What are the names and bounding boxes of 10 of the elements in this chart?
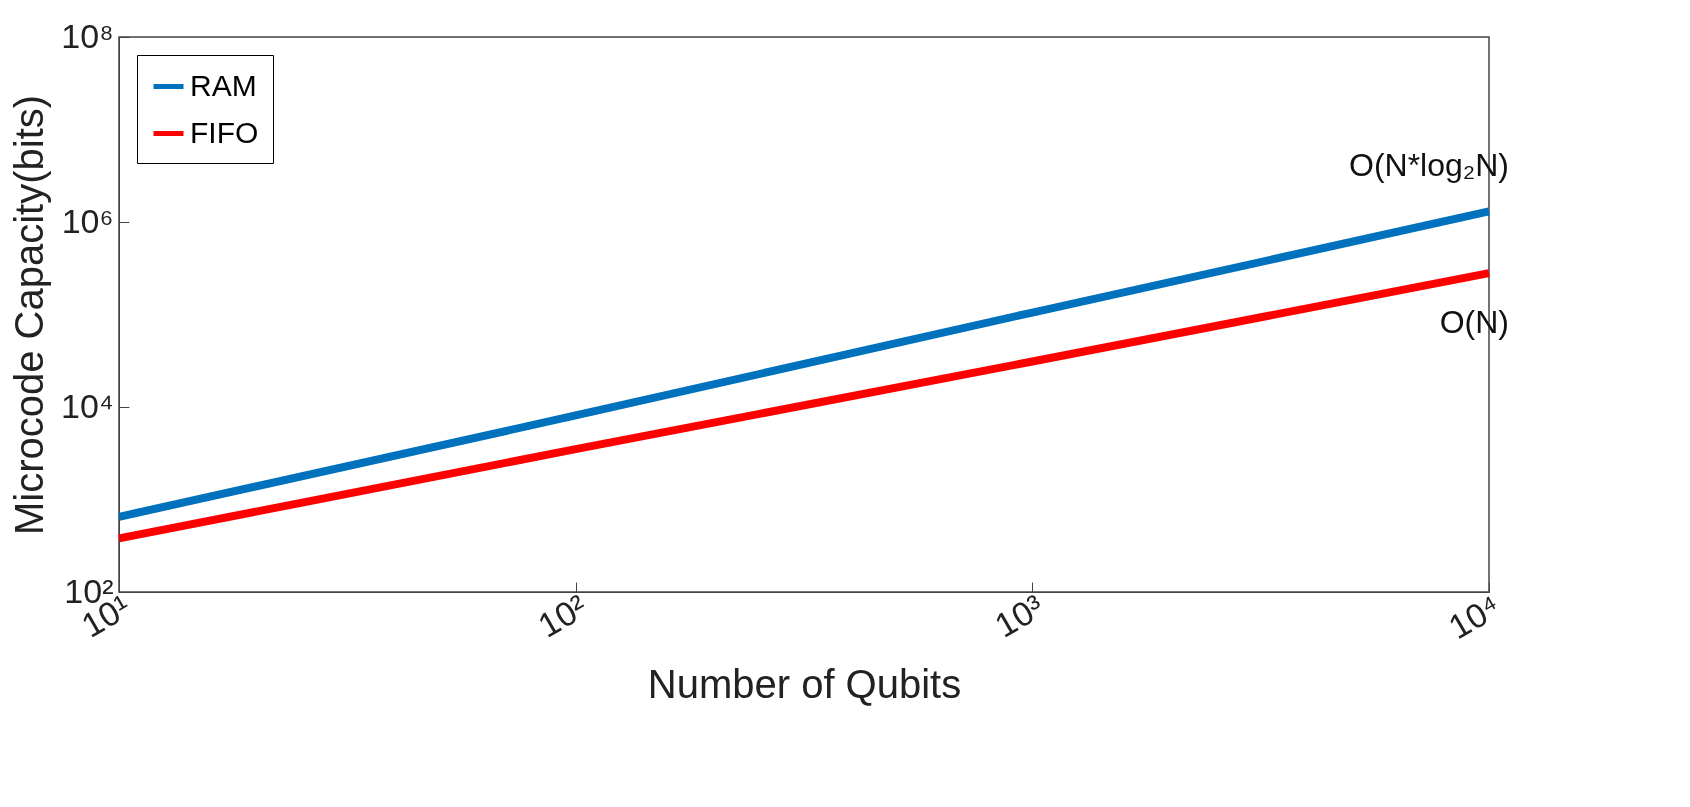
y-tick-label: 10⁸ (61, 16, 114, 55)
x-tick-label: 10² (531, 587, 594, 645)
x-tick-label: 10⁴ (1442, 587, 1507, 647)
x-tick-label: 10³ (988, 587, 1050, 645)
legend-label: FIFO (190, 115, 259, 149)
legend-label: RAM (190, 68, 257, 102)
x-axis-title: Number of Qubits (647, 662, 962, 707)
y-axis-title: Microcode Capacity(bits) (7, 94, 52, 536)
y-tick-label: 10⁶ (61, 201, 114, 240)
y-tick-label: 10⁴ (61, 386, 114, 425)
